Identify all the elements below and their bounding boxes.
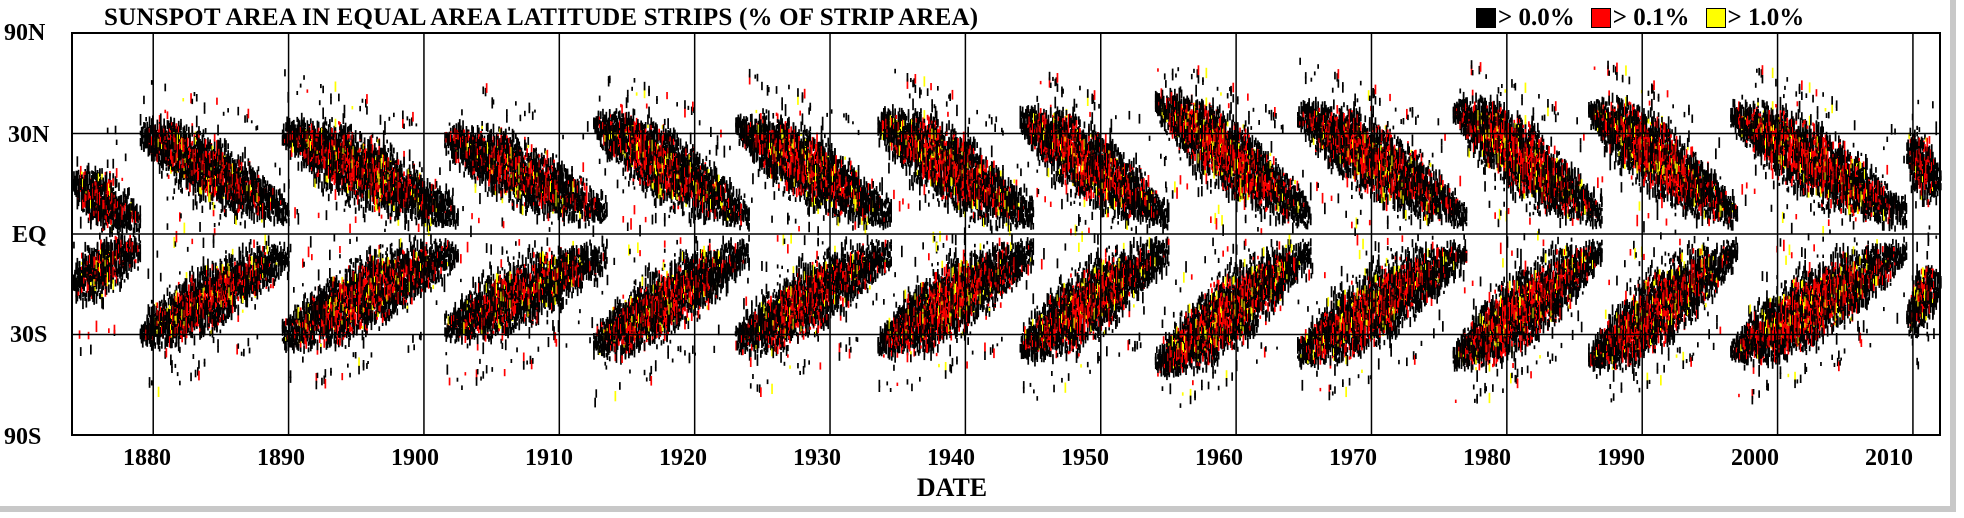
heatmap-cell <box>96 321 98 333</box>
heatmap-cell <box>89 248 91 255</box>
heatmap-cells <box>72 58 1942 408</box>
heatmap-cell <box>80 217 82 229</box>
heatmap-cell <box>101 168 103 174</box>
heatmap-cell <box>77 258 79 266</box>
heatmap-cell <box>90 282 92 285</box>
heatmap-cell <box>97 242 99 250</box>
heatmap-cell <box>104 225 106 230</box>
heatmap-cell <box>88 332 90 340</box>
heatmap-cell <box>100 220 102 226</box>
heatmap-cell <box>78 288 80 292</box>
heatmap-cell <box>93 293 95 305</box>
heatmap-cell <box>79 261 81 266</box>
heatmap-cell <box>95 166 97 174</box>
heatmap-cell <box>90 345 92 355</box>
heatmap-cell <box>84 242 86 252</box>
heatmap-cell <box>80 347 82 356</box>
butterfly-diagram <box>0 0 1950 506</box>
heatmap-cell <box>82 253 84 259</box>
heatmap-cell <box>73 242 75 249</box>
heatmap-cell <box>82 298 84 309</box>
heatmap-cell <box>99 168 101 176</box>
heatmap-cell <box>78 170 80 175</box>
heatmap-cell <box>79 197 81 202</box>
heatmap-cell <box>80 292 82 298</box>
heatmap-cell <box>87 173 89 182</box>
heatmap-cell <box>83 209 85 212</box>
heatmap-cell <box>86 298 88 307</box>
heatmap-cell <box>81 172 83 175</box>
chart-frame: SUNSPOT AREA IN EQUAL AREA LATITUDE STRI… <box>0 0 1956 512</box>
heatmap-cell <box>102 297 104 309</box>
heatmap-cell <box>77 156 79 166</box>
